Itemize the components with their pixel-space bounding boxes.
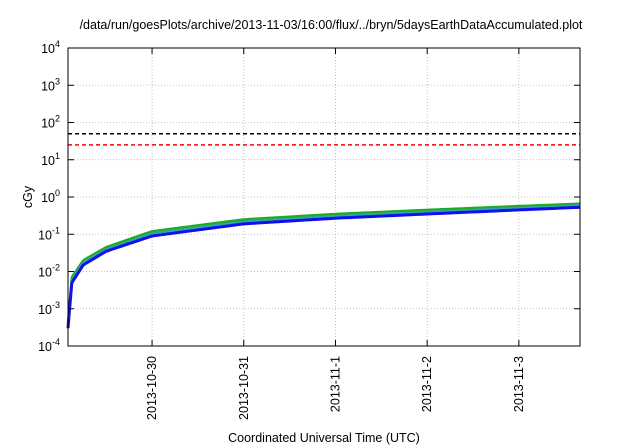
y-tick-label: 103: [41, 76, 60, 93]
series-layer: [66, 132, 581, 330]
ticks: 10-4 10-3 10-2 10-1 100 101 102 103 104 2013-10-3…: [38, 39, 580, 420]
x-tick-label: 2013-10-30: [145, 356, 159, 420]
x-tick-label: 2013-11-2: [420, 356, 434, 412]
x-tick-label: 2013-10-31: [237, 356, 251, 420]
y-tick-label: 10-2: [38, 263, 60, 280]
series-line-2: [67, 204, 581, 327]
y-tick-label: 10-1: [38, 225, 60, 242]
series-line-1: [66, 202, 581, 325]
series-line-3: [66, 205, 581, 330]
y-tick-label: 101: [41, 151, 60, 168]
y-tick-label: 10-3: [38, 300, 60, 317]
grid: [68, 48, 580, 346]
x-axis-label: Coordinated Universal Time (UTC): [228, 431, 420, 445]
x-tick-label: 2013-11-1: [328, 356, 342, 412]
y-tick-label: 100: [41, 188, 60, 205]
y-tick-label: 104: [41, 39, 60, 56]
y-tick-label: 102: [41, 114, 60, 131]
y-axis-label: cGy: [21, 185, 35, 208]
chart-title: /data/run/goesPlots/archive/2013-11-03/1…: [80, 18, 583, 32]
x-tick-label: 2013-11-3: [512, 356, 526, 412]
y-tick-label: 10-4: [38, 337, 60, 354]
